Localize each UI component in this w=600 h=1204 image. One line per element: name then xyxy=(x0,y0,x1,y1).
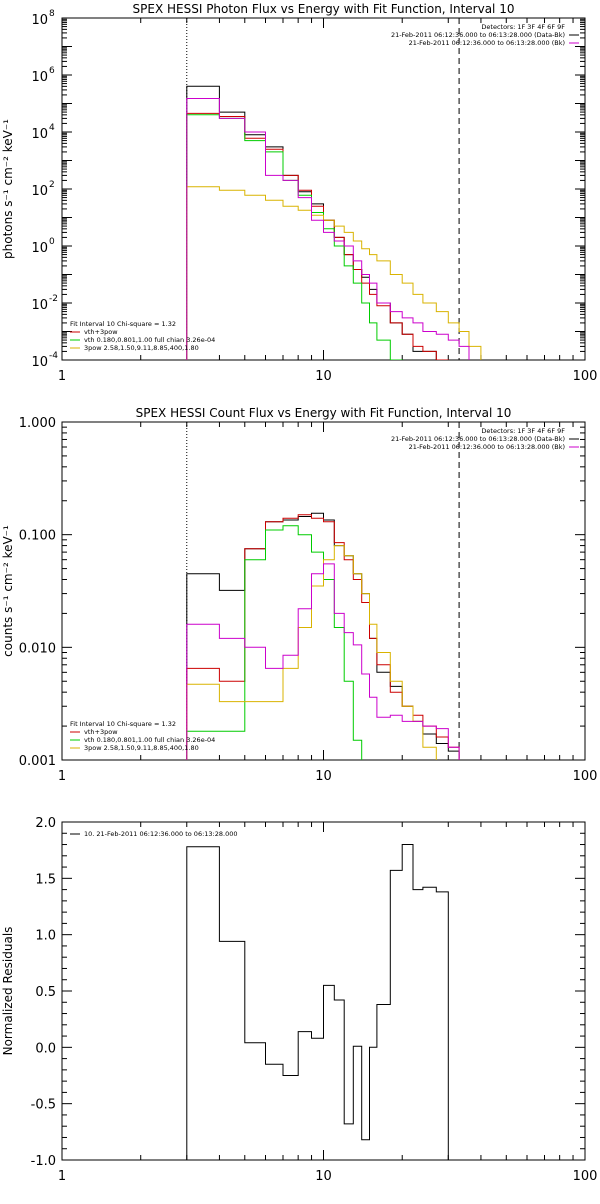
series-line-10-21-feb-2011-06-12-36-000-to-06-13-28-000 xyxy=(186,844,460,1160)
y-tick-label: 10 xyxy=(31,70,48,85)
y-tick-label: 0.001 xyxy=(19,754,56,769)
y-tick-label: 0.100 xyxy=(19,529,56,544)
y-tick-label: 10 xyxy=(31,298,48,313)
y-tick-label: -1.0 xyxy=(31,1154,56,1169)
x-tick-label: 10 xyxy=(315,769,332,784)
x-tick-label: 100 xyxy=(573,369,598,384)
legend-left-text: vth+3pow xyxy=(84,728,118,736)
plot-frame xyxy=(61,17,586,361)
legend-right-text: 21-Feb-2011 06:12:36.000 to 06:13:28.000… xyxy=(391,31,565,39)
series-line-vth xyxy=(186,525,363,760)
y-tick-label: 2.0 xyxy=(35,816,56,831)
y-axis-label: Normalized Residuals xyxy=(1,927,15,1056)
chart-panel-3: Normalized Residuals 1 10 100 -1.0 -0.5 0.0 0.5… xyxy=(1,816,597,1184)
y-tick-exponent: -4 xyxy=(49,351,58,361)
legend-right-text: Detectors: 1F 3F 4F 6F 9F xyxy=(481,427,565,435)
chart-title: SPEX HESSI Count Flux vs Energy with Fit… xyxy=(136,406,512,420)
legend-left-text: 3pow 2.58,1.50,9.11,8.85,400,1.80 xyxy=(84,744,199,752)
y-tick-exponent: -2 xyxy=(49,294,58,304)
y-tick-exponent: 0 xyxy=(49,237,55,247)
y-tick-label: 10 xyxy=(31,355,48,370)
legend-right-text: 21-Feb-2011 06:12:36.000 to 06:13:28.000… xyxy=(409,443,565,451)
y-tick-exponent: 2 xyxy=(49,180,55,190)
y-tick-label: 10 xyxy=(31,241,48,256)
series-group xyxy=(186,844,460,1160)
y-tick-label: 10 xyxy=(31,184,48,199)
x-tick-label: 10 xyxy=(315,1169,332,1184)
series-line-bk xyxy=(186,563,460,760)
legend-right-text: 21-Feb-2011 06:12:36.000 to 06:13:28.000… xyxy=(409,39,565,47)
y-tick-exponent: 6 xyxy=(49,66,55,76)
y-tick-label: 10 xyxy=(31,13,48,28)
series-line-3pow xyxy=(186,186,482,360)
y-tick-exponent: 8 xyxy=(49,9,55,19)
y-tick-label: 0.5 xyxy=(35,985,56,1000)
series-line-vth xyxy=(186,114,403,360)
x-tick-label: 1 xyxy=(58,369,66,384)
y-tick-label: 1.5 xyxy=(35,872,56,887)
x-tick-label: 100 xyxy=(573,769,598,784)
legend-left-text: vth+3pow xyxy=(84,328,118,336)
y-tick-exponent: 4 xyxy=(49,123,55,133)
chart-title: SPEX HESSI Photon Flux vs Energy with Fi… xyxy=(133,2,515,16)
legend-right-text: 21-Feb-2011 06:12:36.000 to 06:13:28.000… xyxy=(391,435,565,443)
legend-right-text: Detectors: 1F 3F 4F 6F 9F xyxy=(481,23,565,31)
series-group xyxy=(186,512,460,760)
legend-left-text: vth 0.180,0.801,1.00 full chian 3.26e-04 xyxy=(84,736,215,744)
series-group xyxy=(186,85,482,360)
y-tick-label: 10 xyxy=(31,127,48,142)
legend-left-text: 3pow 2.58,1.50,9.11,8.85,400,1.80 xyxy=(84,344,199,352)
x-tick-label: 100 xyxy=(573,1169,598,1184)
series-line-data-bk xyxy=(186,85,449,360)
y-tick-label: 1.0 xyxy=(35,929,56,944)
legend-left-text: 10. 21-Feb-2011 06:12:36.000 to 06:13:28… xyxy=(84,830,237,838)
y-axis-label: counts s⁻¹ cm⁻² keV⁻¹ xyxy=(1,525,15,657)
series-line-bk xyxy=(186,98,470,360)
series-line-data-bk xyxy=(186,512,460,760)
y-tick-label: 1.000 xyxy=(19,416,56,431)
y-tick-label: 0.0 xyxy=(35,1041,56,1056)
legend-left-text: Fit Interval 10 Chi-square = 1.32 xyxy=(70,720,176,728)
chart-panel-2: SPEX HESSI Count Flux vs Energy with Fit… xyxy=(1,406,597,784)
series-line-vth-3pow xyxy=(186,112,449,360)
y-tick-label: -0.5 xyxy=(31,1098,56,1113)
y-tick-label: 0.010 xyxy=(19,641,56,656)
x-tick-label: 1 xyxy=(58,769,66,784)
chart-panel-1: SPEX HESSI Photon Flux vs Energy with Fi… xyxy=(1,2,597,384)
x-tick-label: 10 xyxy=(315,369,332,384)
plot-frame xyxy=(61,421,586,761)
series-line-3pow xyxy=(186,545,437,760)
legend-left-text: Fit Interval 10 Chi-square = 1.32 xyxy=(70,320,176,328)
x-tick-label: 1 xyxy=(58,1169,66,1184)
legend-left-text: vth 0.180,0.801,1.00 full chian 3.26e-04 xyxy=(84,336,215,344)
y-axis-label: photons s⁻¹ cm⁻² keV⁻¹ xyxy=(1,119,15,259)
